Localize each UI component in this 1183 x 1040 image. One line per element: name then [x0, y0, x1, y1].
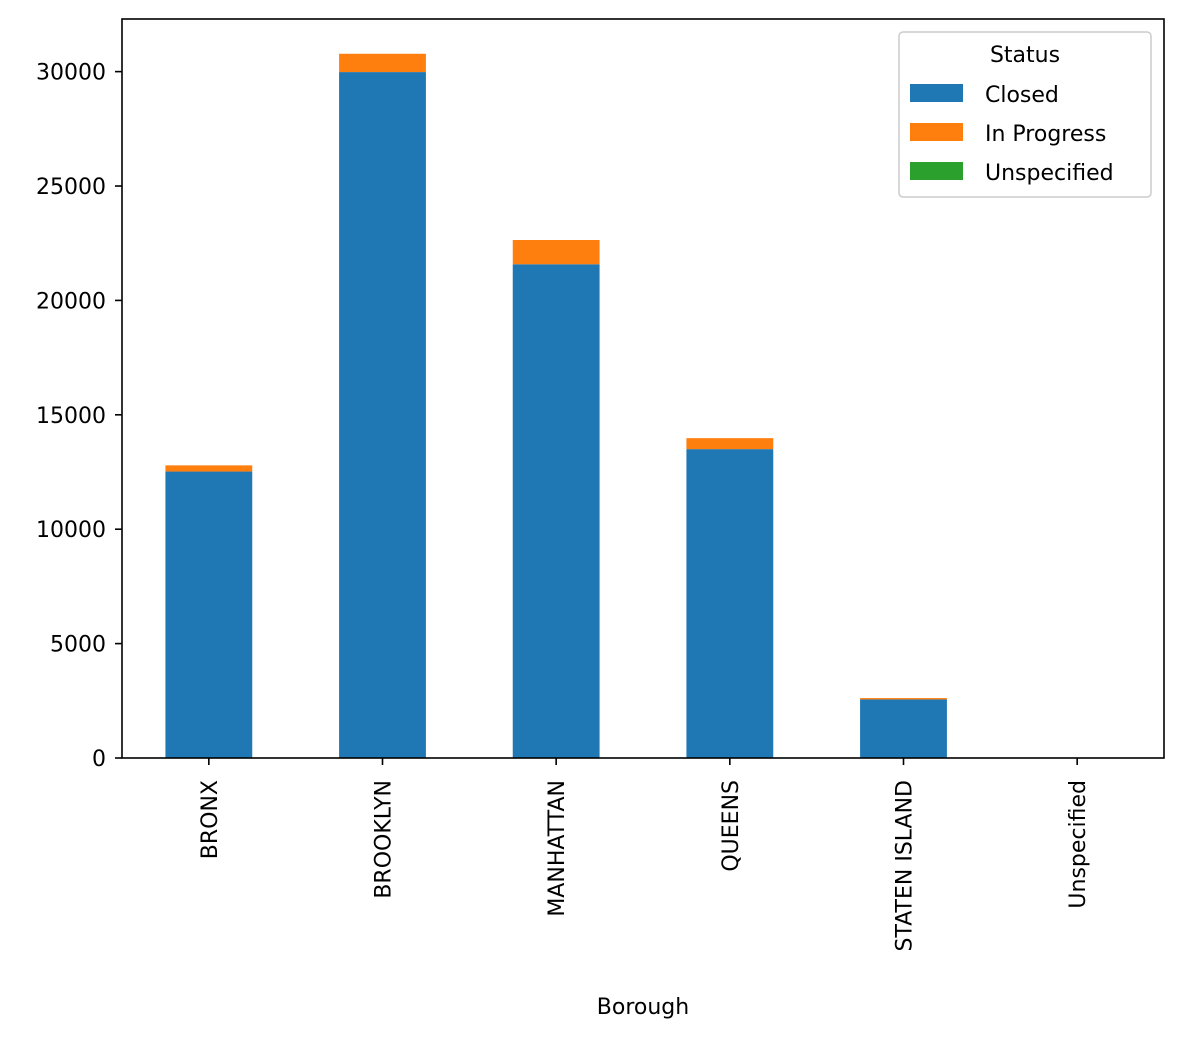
x-tick-label: Unspecified — [1066, 780, 1091, 909]
bar-closed-bronx — [165, 471, 253, 758]
y-tick-label: 10000 — [36, 518, 106, 543]
legend: Status Closed In Progress Unspecified — [898, 31, 1152, 198]
x-tick-label: QUEENS — [719, 780, 744, 872]
bar-closed-manhattan — [512, 264, 600, 758]
legend-label: In Progress — [985, 122, 1106, 147]
x-tick-label: BRONX — [198, 780, 223, 859]
bar-in-progress-brooklyn — [339, 53, 426, 73]
bar-closed-staten-island — [860, 699, 947, 758]
bar-in-progress-manhattan — [512, 240, 600, 265]
y-tick-label: 0 — [92, 747, 106, 772]
legend-label: Unspecified — [985, 161, 1114, 186]
x-tick-label: BROOKLYN — [372, 780, 397, 899]
legend-swatch — [910, 123, 963, 141]
x-tick-label: MANHATTAN — [545, 780, 570, 917]
bar-closed-brooklyn — [339, 72, 426, 758]
legend-frame — [898, 31, 1152, 198]
bar-in-progress-queens — [686, 438, 774, 450]
bar-closed-queens — [686, 449, 774, 758]
legend-label: Closed — [985, 83, 1059, 108]
y-axis: 0 5000 10000 15000 20000 25000 30000 — [36, 61, 122, 772]
y-tick-label: 15000 — [36, 404, 106, 429]
plot-frame — [121, 18, 1165, 759]
bars-layer — [165, 53, 947, 758]
y-tick-label: 25000 — [36, 175, 106, 200]
x-axis: BRONX BROOKLYN MANHATTAN QUEENS STATEN ISLAN… — [198, 758, 1091, 952]
x-axis-title: Borough — [597, 995, 689, 1020]
y-tick-label: 30000 — [36, 61, 106, 86]
legend-title: Status — [990, 43, 1060, 68]
legend-items: Closed In Progress Unspecified — [910, 83, 1114, 186]
x-tick-label: STATEN ISLAND — [893, 780, 918, 952]
legend-swatch — [910, 84, 963, 102]
y-tick-label: 20000 — [36, 289, 106, 314]
y-tick-label: 5000 — [50, 633, 106, 658]
legend-swatch — [910, 162, 963, 180]
bar-in-progress-staten-island — [860, 698, 947, 700]
bar-in-progress-bronx — [165, 465, 253, 472]
